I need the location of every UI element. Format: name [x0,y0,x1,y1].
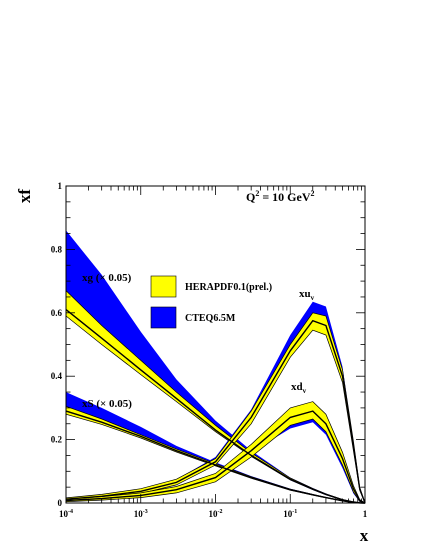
x-tick-label-exp: -1 [292,509,297,515]
legend: HERAPDF0.1(prel.) CTEQ6.5M [150,275,272,329]
x-tick-label-base: 10 [209,509,219,519]
q2-sup: 2 [255,189,259,198]
x-tick-label-exp: -3 [143,509,148,515]
curve-label-xg: xg (× 0.05) [82,272,132,284]
x-tick-label-base: 10 [134,509,144,519]
y-tick-label: 0.6 [51,308,63,318]
legend-swatch-hera [150,275,177,298]
x-tick-label: 10-1 [283,509,297,519]
x-tick-label: 10-2 [209,509,223,519]
axis-tick-labels: 10-4 10-3 10-2 10-1 100.20.40.60.81 [51,181,368,519]
q2-annotation: Q2 = 10 GeV2 [246,189,315,204]
x-tick-label-base: 10 [283,509,293,519]
x-tick-label-base: 1 [363,509,368,519]
curve-label-xdv-base: xd [291,381,303,393]
x-axis-title: x [360,526,369,545]
x-tick-label-exp: -2 [218,509,223,515]
q2-sup2: 2 [311,189,315,198]
y-tick-label: 0.8 [51,244,63,254]
legend-label-cteq: CTEQ6.5M [185,313,236,324]
x-tick-label: 10-4 [59,509,73,519]
curve-label-xs: xS (× 0.05) [82,398,132,410]
q2-mid: = 10 GeV [259,190,310,204]
curve-label-xdv-sub: v [303,387,307,395]
curve-label-xg-base: xg [82,272,94,284]
x-tick-label-base: 10 [59,509,69,519]
curve-label-xuv-base: xu [299,288,311,300]
legend-label-hera: HERAPDF0.1(prel.) [185,282,272,293]
y-axis-title: xf [15,189,34,204]
q2-prefix: Q [246,190,255,204]
y-tick-label: 0.2 [51,435,63,445]
y-tick-label: 0 [58,498,63,508]
curve-label-xuv: xuv [299,288,315,302]
axis-ticks [65,185,365,504]
curve-label-xdv: xdv [291,381,307,395]
curve-label-xuv-sub: v [311,294,315,302]
x-tick-label: 10-3 [134,509,148,519]
curve-label-xg-suffix: (× 0.05) [93,272,132,284]
y-tick-label: 0.4 [51,371,63,381]
curve-label-xs-base: xS (× 0.05) [82,398,132,410]
x-tick-label-exp: -4 [68,509,73,515]
hera-central-xu-v [65,319,366,504]
x-tick-label: 1 [363,509,368,519]
y-tick-label: 1 [58,181,63,191]
legend-swatch-cteq [150,306,177,329]
